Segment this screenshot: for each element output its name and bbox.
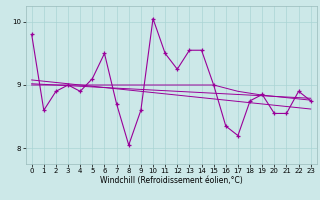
X-axis label: Windchill (Refroidissement éolien,°C): Windchill (Refroidissement éolien,°C) bbox=[100, 176, 243, 185]
